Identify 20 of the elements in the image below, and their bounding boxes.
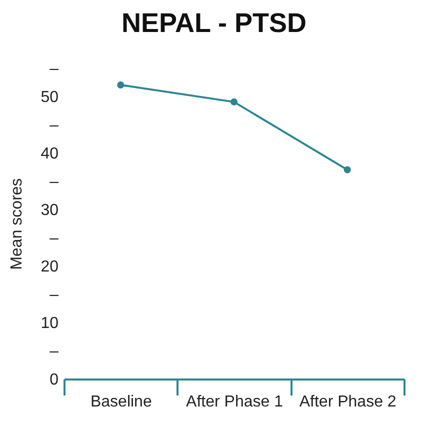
y-tick-label: 0 [50,372,59,388]
point [230,98,238,106]
x-tick-label: After Phase 1 [186,394,284,410]
y-tick-label: 40 [40,145,59,162]
y-tick-label: 50 [40,88,59,106]
y-tick-label: – [50,230,59,248]
y-tick-label: 10 [40,314,59,332]
point [344,166,351,174]
chart-title: NEPAL - PTSD [121,8,307,38]
y-tick-label: 20 [40,258,59,276]
x-tick-label: Baseline [90,394,152,410]
y-tick-label: – [50,60,59,78]
y-tick-label: – [50,174,59,191]
y-tick-label: 30 [40,202,59,219]
point [117,81,124,88]
x-tick-label: After Phase 2 [299,394,396,410]
y-axis-title: Mean scores [8,178,26,270]
y-tick-label: – [50,286,59,304]
y-tick-label: – [50,343,59,360]
y-tick-label: – [50,117,59,134]
